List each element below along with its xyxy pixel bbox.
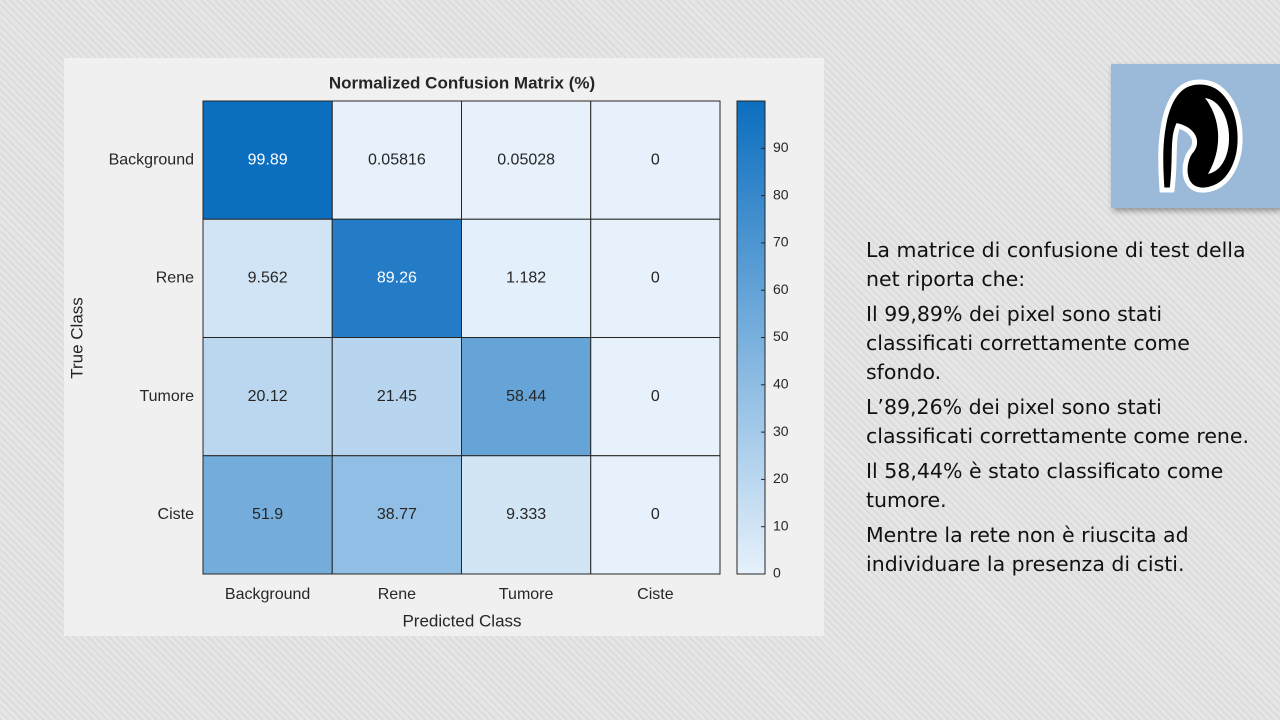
colorbar-tick-label: 20: [773, 470, 789, 486]
y-tick-label: Tumore: [139, 388, 194, 405]
y-tick-label: Background: [109, 151, 194, 168]
paragraph: L’89,26% dei pixel sono stati classifica…: [866, 395, 1250, 448]
chart-title: Normalized Confusion Matrix (%): [329, 73, 595, 92]
cell: [590, 337, 721, 457]
y-tick-label: Ciste: [158, 506, 195, 523]
cell: [590, 218, 721, 338]
cell-label: 9.562: [248, 270, 288, 287]
colorbar-tick-label: 40: [773, 376, 789, 392]
colorbar-tick-label: 10: [773, 517, 789, 533]
slide-text: La matrice di confusione di test della n…: [866, 236, 1256, 585]
cell: [202, 100, 333, 220]
cell: [331, 455, 462, 575]
cell-label: 1.182: [506, 270, 546, 287]
colorbar-tick-label: 80: [773, 186, 789, 202]
cell: [202, 337, 333, 457]
colorbar-tick-label: 0: [773, 565, 781, 581]
paragraph: Mentre la rete non è riuscita ad individ…: [866, 523, 1189, 576]
kidney-icon: [1111, 64, 1280, 208]
x-axis-label: Predicted Class: [402, 611, 521, 630]
cell-label: 0: [651, 388, 660, 405]
cell-label: 38.77: [377, 506, 417, 523]
colorbar-tick-label: 70: [773, 234, 789, 250]
colorbar-tick-label: 90: [773, 139, 789, 155]
cell-label: 9.333: [506, 506, 546, 523]
cell-label: 0.05028: [497, 151, 555, 168]
cell: [331, 218, 462, 338]
colorbar: [736, 100, 766, 575]
y-tick-label: Rene: [156, 270, 194, 287]
x-tick-label: Tumore: [499, 586, 554, 603]
cell: [202, 455, 333, 575]
cell: [331, 337, 462, 457]
paragraph: Il 58,44% è stato classificato come tumo…: [866, 459, 1224, 512]
cell-label: 0: [651, 151, 660, 168]
paragraph: Il 99,89% dei pixel sono stati classific…: [866, 302, 1190, 384]
colorbar-tick-label: 60: [773, 281, 789, 297]
colorbar-tick-label: 30: [773, 423, 789, 439]
cell: [461, 337, 592, 457]
cell: [461, 455, 592, 575]
cell-label: 21.45: [377, 388, 417, 405]
cell-label: 0: [651, 506, 660, 523]
cell-label: 0: [651, 270, 660, 287]
cell-label: 89.26: [377, 270, 417, 287]
paragraph: La matrice di confusione di test della n…: [866, 238, 1246, 291]
cell-label: 58.44: [506, 388, 546, 405]
cell-label: 20.12: [248, 388, 288, 405]
cell-label: 99.89: [248, 151, 288, 168]
kidney-highlight: [1205, 98, 1230, 174]
cell-label: 51.9: [252, 506, 283, 523]
x-tick-label: Rene: [378, 586, 416, 603]
cell: [202, 218, 333, 338]
cell: [461, 100, 592, 220]
x-tick-label: Ciste: [637, 586, 674, 603]
cell: [590, 455, 721, 575]
colorbar-tick-label: 50: [773, 328, 789, 344]
y-axis-label: True Class: [67, 297, 86, 379]
x-tick-label: Background: [225, 586, 310, 603]
cell-label: 0.05816: [368, 151, 426, 168]
